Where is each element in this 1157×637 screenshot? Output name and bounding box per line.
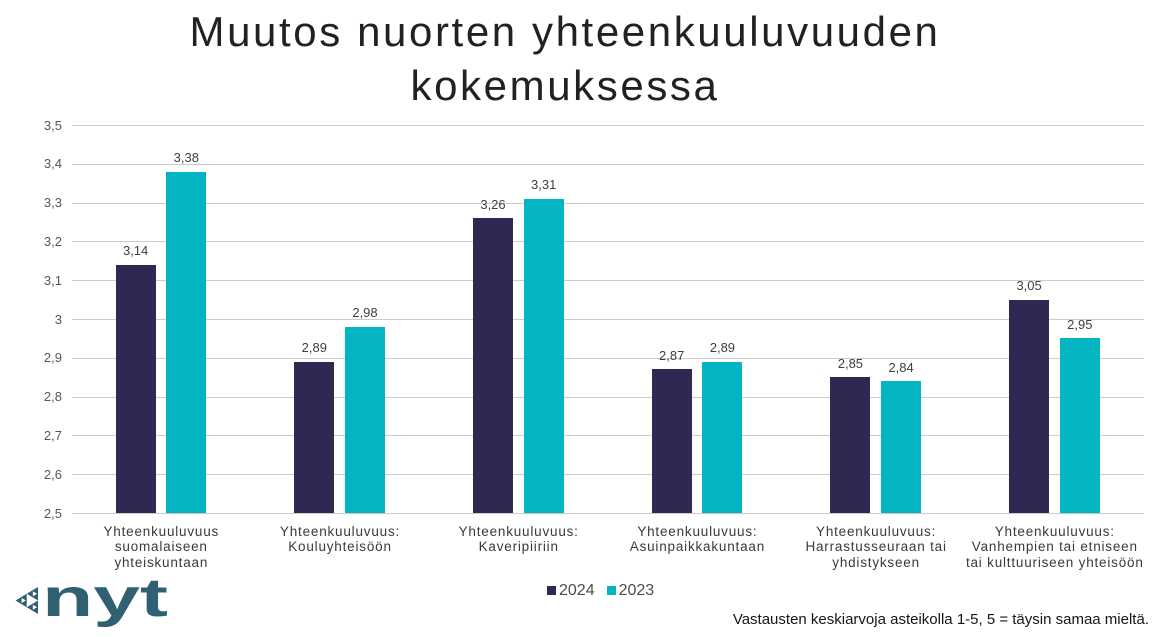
- svg-text:nyt: nyt: [42, 576, 168, 628]
